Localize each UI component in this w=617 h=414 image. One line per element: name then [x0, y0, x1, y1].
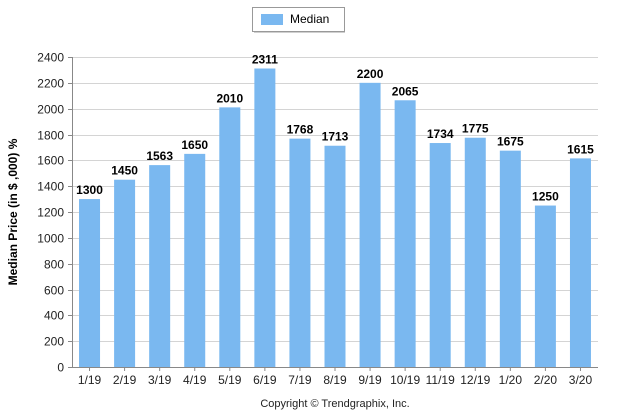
bar-value-label: 1300 [76, 183, 103, 197]
bar-value-label: 1563 [146, 149, 173, 163]
bar-value-label: 1675 [497, 135, 524, 149]
bar-5-19[interactable] [219, 107, 241, 367]
bar-value-label: 2200 [357, 67, 384, 81]
bar-value-label: 1768 [287, 123, 314, 137]
bar-9-19[interactable] [359, 82, 381, 367]
y-tick-label: 1800 [37, 129, 64, 143]
bars [79, 68, 591, 367]
x-tick-label: 1/19 [78, 373, 102, 387]
x-tick-label: 5/19 [218, 373, 242, 387]
bar-value-label: 1615 [567, 142, 594, 156]
bar-value-label: 1713 [322, 130, 349, 144]
y-tick-label: 2000 [37, 103, 64, 117]
bar-value-label: 2311 [252, 52, 278, 66]
bar-value-label: 2065 [392, 84, 419, 98]
y-tick-label: 1000 [37, 232, 64, 246]
legend[interactable]: Median [252, 7, 346, 33]
legend-swatch [261, 14, 283, 25]
y-axis-title: Median Price (in $ ,000) % [6, 138, 20, 285]
y-tick-label: 400 [44, 309, 64, 323]
x-tick-label: 3/19 [148, 373, 172, 387]
bar-value-label: 2010 [216, 91, 243, 105]
bar-7-19[interactable] [289, 138, 311, 367]
copyright-text: Copyright © Trendgraphix, Inc. [260, 398, 409, 410]
axes: 0 200 400 600 800 1000 1200 1400 1600 1800 2000 220… [37, 51, 598, 387]
y-tick-label: 800 [44, 258, 64, 272]
bar-4-19[interactable] [184, 153, 206, 367]
x-tick-label: 6/19 [253, 373, 277, 387]
x-tick-label: 4/19 [183, 373, 207, 387]
x-tick-label: 8/19 [323, 373, 347, 387]
bar-1-19[interactable] [79, 199, 101, 367]
y-tick-label: 2200 [37, 77, 64, 91]
y-tick-label: 1600 [37, 154, 64, 168]
bar-value-label: 1775 [462, 122, 489, 136]
bar-1-20[interactable] [499, 150, 521, 367]
x-tick-label: 7/19 [288, 373, 312, 387]
bar-3-20[interactable] [569, 158, 591, 367]
bar-11-19[interactable] [429, 143, 451, 367]
y-tick-label: 0 [57, 361, 64, 375]
bar-6-19[interactable] [254, 68, 276, 367]
x-tick-label: 10/19 [390, 373, 420, 387]
y-tick-label: 1400 [37, 180, 64, 194]
bar-8-19[interactable] [324, 145, 346, 367]
x-tick-label: 2/20 [534, 373, 558, 387]
bar-value-label: 1450 [111, 164, 138, 178]
bar-value-label: 1650 [181, 138, 208, 152]
data-labels: 1300 1450 1563 1650 2010 2311 1768 1713 2200 2065… [76, 52, 594, 203]
x-tick-label: 12/19 [460, 373, 490, 387]
y-tick-label: 600 [44, 284, 64, 298]
x-tick-label: 9/19 [358, 373, 382, 387]
bar-10-19[interactable] [394, 100, 416, 367]
bar-3-19[interactable] [149, 165, 171, 367]
bar-2-20[interactable] [534, 205, 556, 367]
bar-value-label: 1734 [427, 127, 454, 141]
x-tick-label: 3/20 [569, 373, 593, 387]
y-tick-label: 200 [44, 335, 64, 349]
y-tick-label: 1200 [37, 206, 64, 220]
legend-label: Median [290, 12, 329, 26]
x-tick-label: 1/20 [499, 373, 523, 387]
x-tick-label: 2/19 [113, 373, 137, 387]
x-tick-label: 11/19 [426, 373, 455, 387]
bar-value-label: 1250 [532, 190, 559, 204]
bar-12-19[interactable] [464, 137, 486, 367]
y-tick-label: 2400 [37, 51, 64, 65]
bar-2-19[interactable] [114, 179, 136, 367]
